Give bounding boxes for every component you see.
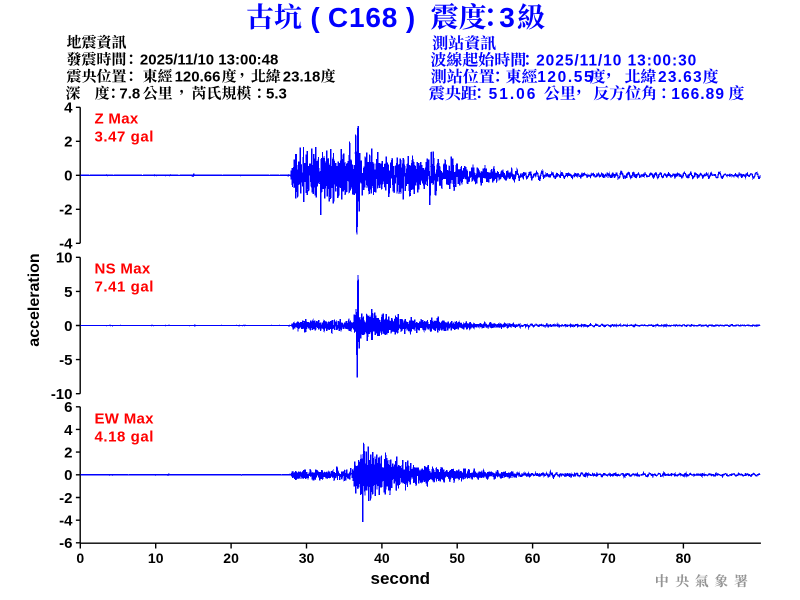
svg-text:5.3: 5.3 <box>266 86 287 103</box>
svg-text:2: 2 <box>64 445 72 462</box>
svg-text:0: 0 <box>64 467 72 484</box>
svg-text:acceleration: acceleration <box>26 253 43 346</box>
svg-text:166.89: 166.89 <box>671 86 725 103</box>
svg-text:50: 50 <box>449 550 465 566</box>
svg-text:60: 60 <box>525 550 541 566</box>
svg-text:(: ( <box>310 2 320 33</box>
svg-text:2025/11/10 13:00:30: 2025/11/10 13:00:30 <box>536 53 697 70</box>
svg-text:-10: -10 <box>51 386 73 403</box>
svg-text:second: second <box>371 569 431 588</box>
svg-text:7.8: 7.8 <box>119 86 140 103</box>
svg-text:-4: -4 <box>59 236 73 253</box>
svg-text:120.55: 120.55 <box>537 69 594 86</box>
svg-text:4: 4 <box>64 100 73 117</box>
svg-text:23.18: 23.18 <box>283 69 321 86</box>
svg-text:-5: -5 <box>59 352 72 369</box>
svg-text:2: 2 <box>64 134 72 151</box>
svg-text:6: 6 <box>64 399 72 416</box>
svg-text:30: 30 <box>299 550 315 566</box>
svg-text:NS Max: NS Max <box>95 260 151 277</box>
svg-text:3: 3 <box>499 2 515 33</box>
svg-text:80: 80 <box>676 550 692 566</box>
svg-text:-4: -4 <box>59 513 73 530</box>
svg-text:0: 0 <box>76 550 84 566</box>
svg-text:23.63: 23.63 <box>658 69 703 86</box>
svg-text:4.18 gal: 4.18 gal <box>95 428 154 445</box>
svg-text:C168: C168 <box>328 2 398 33</box>
svg-text:70: 70 <box>600 550 616 566</box>
svg-text:3.47 gal: 3.47 gal <box>95 128 154 145</box>
svg-text:0: 0 <box>64 318 72 335</box>
svg-text:0: 0 <box>64 168 72 185</box>
svg-text:20: 20 <box>223 550 239 566</box>
svg-text:2025/11/10 13:00:48: 2025/11/10 13:00:48 <box>140 52 278 69</box>
svg-text:5: 5 <box>64 284 72 301</box>
svg-text:120.66: 120.66 <box>175 69 221 86</box>
svg-text:10: 10 <box>148 550 164 566</box>
svg-text:-2: -2 <box>59 490 72 507</box>
svg-text:Z Max: Z Max <box>95 110 139 127</box>
svg-text:4: 4 <box>64 422 73 439</box>
svg-text:-6: -6 <box>59 535 72 552</box>
svg-text:10: 10 <box>56 250 73 267</box>
svg-text:): ) <box>406 2 415 33</box>
svg-text:EW Max: EW Max <box>95 410 155 427</box>
svg-text:-2: -2 <box>59 202 72 219</box>
svg-text:51.06: 51.06 <box>489 86 538 103</box>
svg-text:40: 40 <box>374 550 390 566</box>
svg-text:7.41 gal: 7.41 gal <box>95 278 154 295</box>
